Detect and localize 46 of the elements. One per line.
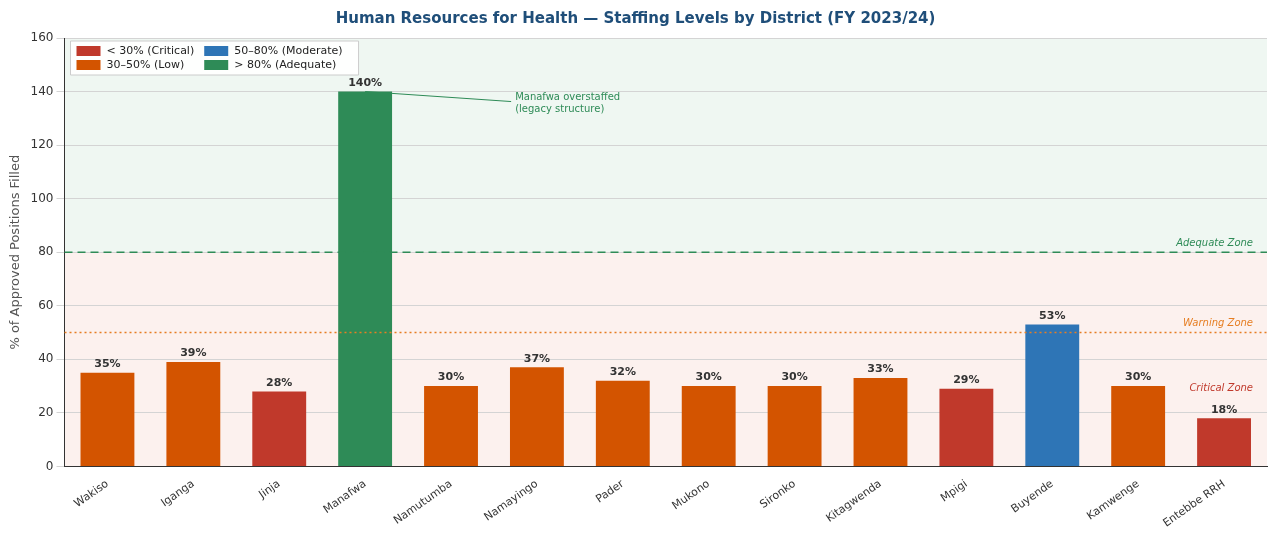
bar <box>1197 418 1251 466</box>
y-tick-label: 80 <box>38 244 54 259</box>
data-label: 53% <box>1039 308 1066 322</box>
legend-label: 30–50% (Low) <box>106 57 185 71</box>
data-label: 28% <box>266 375 293 389</box>
data-label: 29% <box>953 373 980 387</box>
y-tick-label: 160 <box>30 30 54 45</box>
bar <box>595 380 650 466</box>
ref-line-label: Warning Zone <box>1182 317 1253 329</box>
chart-title: Human Resources for Health — Staffing Levels by District (FY 2023/24) <box>335 8 936 27</box>
data-label: 30% <box>695 370 722 384</box>
bar <box>767 386 822 466</box>
data-label: 18% <box>1210 402 1238 416</box>
y-tick-label: 60 <box>38 297 54 312</box>
data-label: 30% <box>437 370 465 384</box>
bar <box>853 378 908 466</box>
legend-label: 50–80% (Moderate) <box>234 43 343 57</box>
data-label: 39% <box>180 346 207 360</box>
data-label: 140% <box>348 75 383 89</box>
legend-label: > 80% (Adequate) <box>234 57 337 71</box>
bar <box>252 391 307 466</box>
annotation: Critical Zone <box>1189 381 1253 393</box>
legend-label: < 30% (Critical) <box>106 43 195 57</box>
bar <box>1025 324 1080 466</box>
annotation: Manafwa overstaffed (legacy structure) <box>515 91 621 115</box>
y-tick-label: 100 <box>30 190 54 205</box>
y-tick-label: 0 <box>45 458 54 473</box>
y-tick-label: 140 <box>30 83 54 98</box>
bar <box>80 372 135 466</box>
ref-line-label: Adequate Zone <box>1175 236 1253 248</box>
bar <box>509 367 564 466</box>
y-tick-label: 20 <box>38 405 54 420</box>
data-label: 37% <box>523 351 551 365</box>
y-tick-label: 120 <box>30 137 54 152</box>
data-label: 30% <box>781 370 808 384</box>
data-label: 33% <box>867 362 894 376</box>
bar <box>939 388 994 466</box>
data-label: 35% <box>94 357 121 371</box>
y-tick-label: 40 <box>38 351 54 366</box>
bar <box>681 386 736 466</box>
bar <box>424 386 478 466</box>
bar <box>1111 386 1166 466</box>
data-label: 32% <box>609 365 636 379</box>
bar <box>166 362 221 466</box>
data-label: 30% <box>1124 370 1152 384</box>
y-axis-title: % of Approved Positions Filled <box>7 154 23 350</box>
